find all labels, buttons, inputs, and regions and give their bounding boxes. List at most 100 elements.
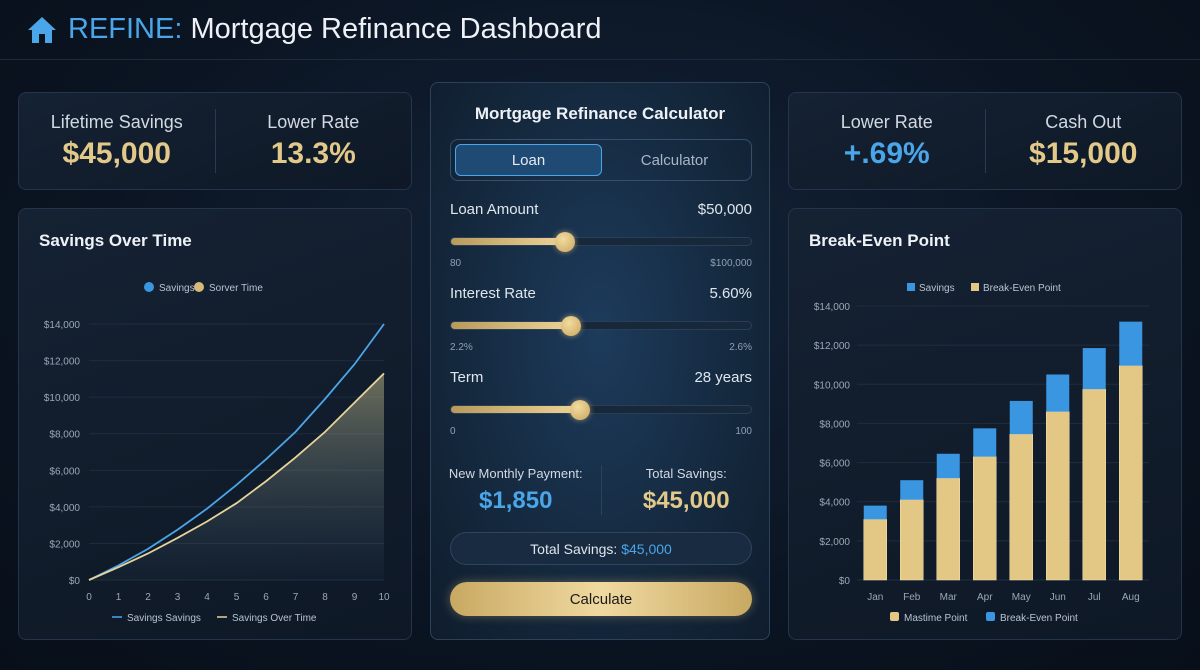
total-savings-summary: Total Savings: $45,000 [450, 532, 752, 565]
y-tick-label: $8,000 [819, 419, 850, 430]
slider-fill [451, 238, 565, 245]
field-value: $50,000 [697, 201, 752, 218]
range-max: 2.6% [729, 342, 752, 353]
y-tick-label: $10,000 [814, 380, 851, 391]
field-label: Interest Rate [450, 285, 536, 302]
legend-label: Mastime Point [904, 613, 968, 624]
y-tick-label: $10,000 [44, 393, 81, 404]
calculator-tabs: Loan Calculator [450, 139, 752, 181]
range-min: 80 [450, 258, 462, 269]
range-max: $100,000 [710, 258, 752, 269]
y-tick-label: $14,000 [814, 302, 851, 313]
x-tick-label: Aug [1122, 592, 1140, 603]
x-tick-label: Feb [903, 592, 921, 603]
x-tick-label: 4 [204, 592, 210, 603]
x-tick-label: Jan [867, 592, 883, 603]
legend-marker [194, 282, 204, 292]
bar-segment-jul [1082, 388, 1106, 581]
slider-field: Loan Amount $50,000 80 $100,000 [450, 201, 752, 269]
x-tick-label: May [1012, 592, 1031, 603]
legend-marker [890, 612, 899, 621]
bar-segment-apr [973, 456, 997, 581]
series-line-0 [88, 323, 385, 581]
divider [984, 109, 986, 173]
slider-thumb[interactable] [555, 232, 575, 252]
x-tick-label: Mar [940, 592, 958, 603]
y-tick-label: $4,000 [819, 498, 850, 509]
x-tick-label: 7 [293, 592, 299, 603]
stat-value: $45,000 [62, 136, 171, 170]
page-title: REFINE: Mortgage Refinance Dashboard [68, 13, 602, 46]
x-tick-label: Apr [977, 592, 993, 603]
legend-label: Break-Even Point [1000, 613, 1078, 624]
legend-marker [971, 283, 979, 291]
range-min: 0 [450, 426, 456, 437]
x-tick-label: 10 [378, 592, 390, 603]
calculator-title: Mortgage Refinance Calculator [474, 104, 726, 123]
bar-segment-may [1009, 433, 1033, 581]
slider-field: Term 28 years 0 100 [450, 369, 752, 437]
left-stats-card: Lifetime Savings $45,000 Lower Rate 13.3% [18, 92, 412, 190]
x-tick-label: 1 [116, 592, 122, 603]
field-value: 5.60% [709, 285, 752, 302]
monthly-payment-label: New Monthly Payment: [448, 465, 583, 481]
chart-title: Break-Even Point [809, 231, 950, 250]
bar-segment-jan [863, 505, 887, 520]
bar-segment-feb [900, 499, 924, 581]
legend-marker [144, 282, 154, 292]
bar-segment-aug [1119, 365, 1143, 581]
slider-track[interactable] [450, 400, 752, 420]
y-tick-label: $14,000 [44, 320, 81, 331]
tab-calculator[interactable]: Calculator [640, 151, 709, 169]
slider-track[interactable] [450, 232, 752, 252]
y-tick-label: $2,000 [819, 537, 850, 548]
bar-segment-aug [1119, 321, 1143, 366]
legend-marker [907, 283, 915, 291]
savings-line-chart: $0 $2,000 $4,000 $6,000 $8,000 $10,000 $12,000… [44, 282, 390, 624]
savings-chart-card: Savings Over Time $0 $2,000 $4,000 $6,000 $8… [18, 208, 412, 640]
monthly-payment-value: $1,850 [479, 486, 553, 514]
stat-label: Cash Out [1045, 111, 1122, 132]
summary-label: Total Savings: [530, 540, 622, 557]
slider-fill [451, 406, 580, 413]
bar-segment-jul [1082, 348, 1106, 390]
x-tick-label: 0 [86, 592, 92, 603]
slider-track[interactable] [450, 316, 752, 336]
chart-title: Savings Over Time [39, 231, 192, 250]
calculate-button[interactable]: Calculate [450, 582, 752, 616]
stat-value: +.69% [843, 136, 930, 170]
range-min: 2.2% [450, 342, 473, 353]
legend-label: Savings [919, 283, 955, 294]
divider [214, 109, 216, 173]
total-savings-value: $45,000 [642, 486, 730, 514]
results: New Monthly Payment: $1,850 Total Savings… [431, 465, 771, 515]
y-tick-label: $12,000 [44, 357, 81, 368]
slider-field: Interest Rate 5.60% 2.2% 2.6% [450, 285, 752, 353]
bar-segment-mar [936, 453, 960, 479]
home-icon [28, 16, 56, 43]
legend-label: Break-Even Point [983, 283, 1061, 294]
legend-label: Sorver Time [209, 283, 263, 294]
y-tick-label: $4,000 [49, 503, 80, 514]
x-tick-label: 8 [322, 592, 328, 603]
slider-fill [451, 322, 571, 329]
title-text: Mortgage Refinance Dashboard [182, 13, 602, 45]
brand-name: REFINE: [68, 13, 183, 45]
bar-segment-feb [900, 480, 924, 500]
legend-label: Savings Savings [127, 613, 201, 624]
slider-thumb[interactable] [561, 316, 581, 336]
field-value: 28 years [694, 369, 752, 386]
right-stats-card: Lower Rate +.69% Cash Out $15,000 [788, 92, 1182, 190]
slider-thumb[interactable] [570, 400, 590, 420]
y-tick-label: $8,000 [49, 430, 80, 441]
bar-segment-mar [936, 477, 960, 581]
x-tick-label: 6 [263, 592, 269, 603]
range-max: 100 [735, 426, 752, 437]
y-tick-label: $0 [839, 576, 851, 587]
y-tick-label: $12,000 [814, 341, 851, 352]
tab-loan[interactable]: Loan [455, 144, 602, 176]
y-tick-label: $6,000 [819, 459, 850, 470]
bar-segment-jun [1046, 374, 1070, 412]
x-tick-label: 5 [234, 592, 240, 603]
bar-segment-jan [863, 519, 887, 581]
